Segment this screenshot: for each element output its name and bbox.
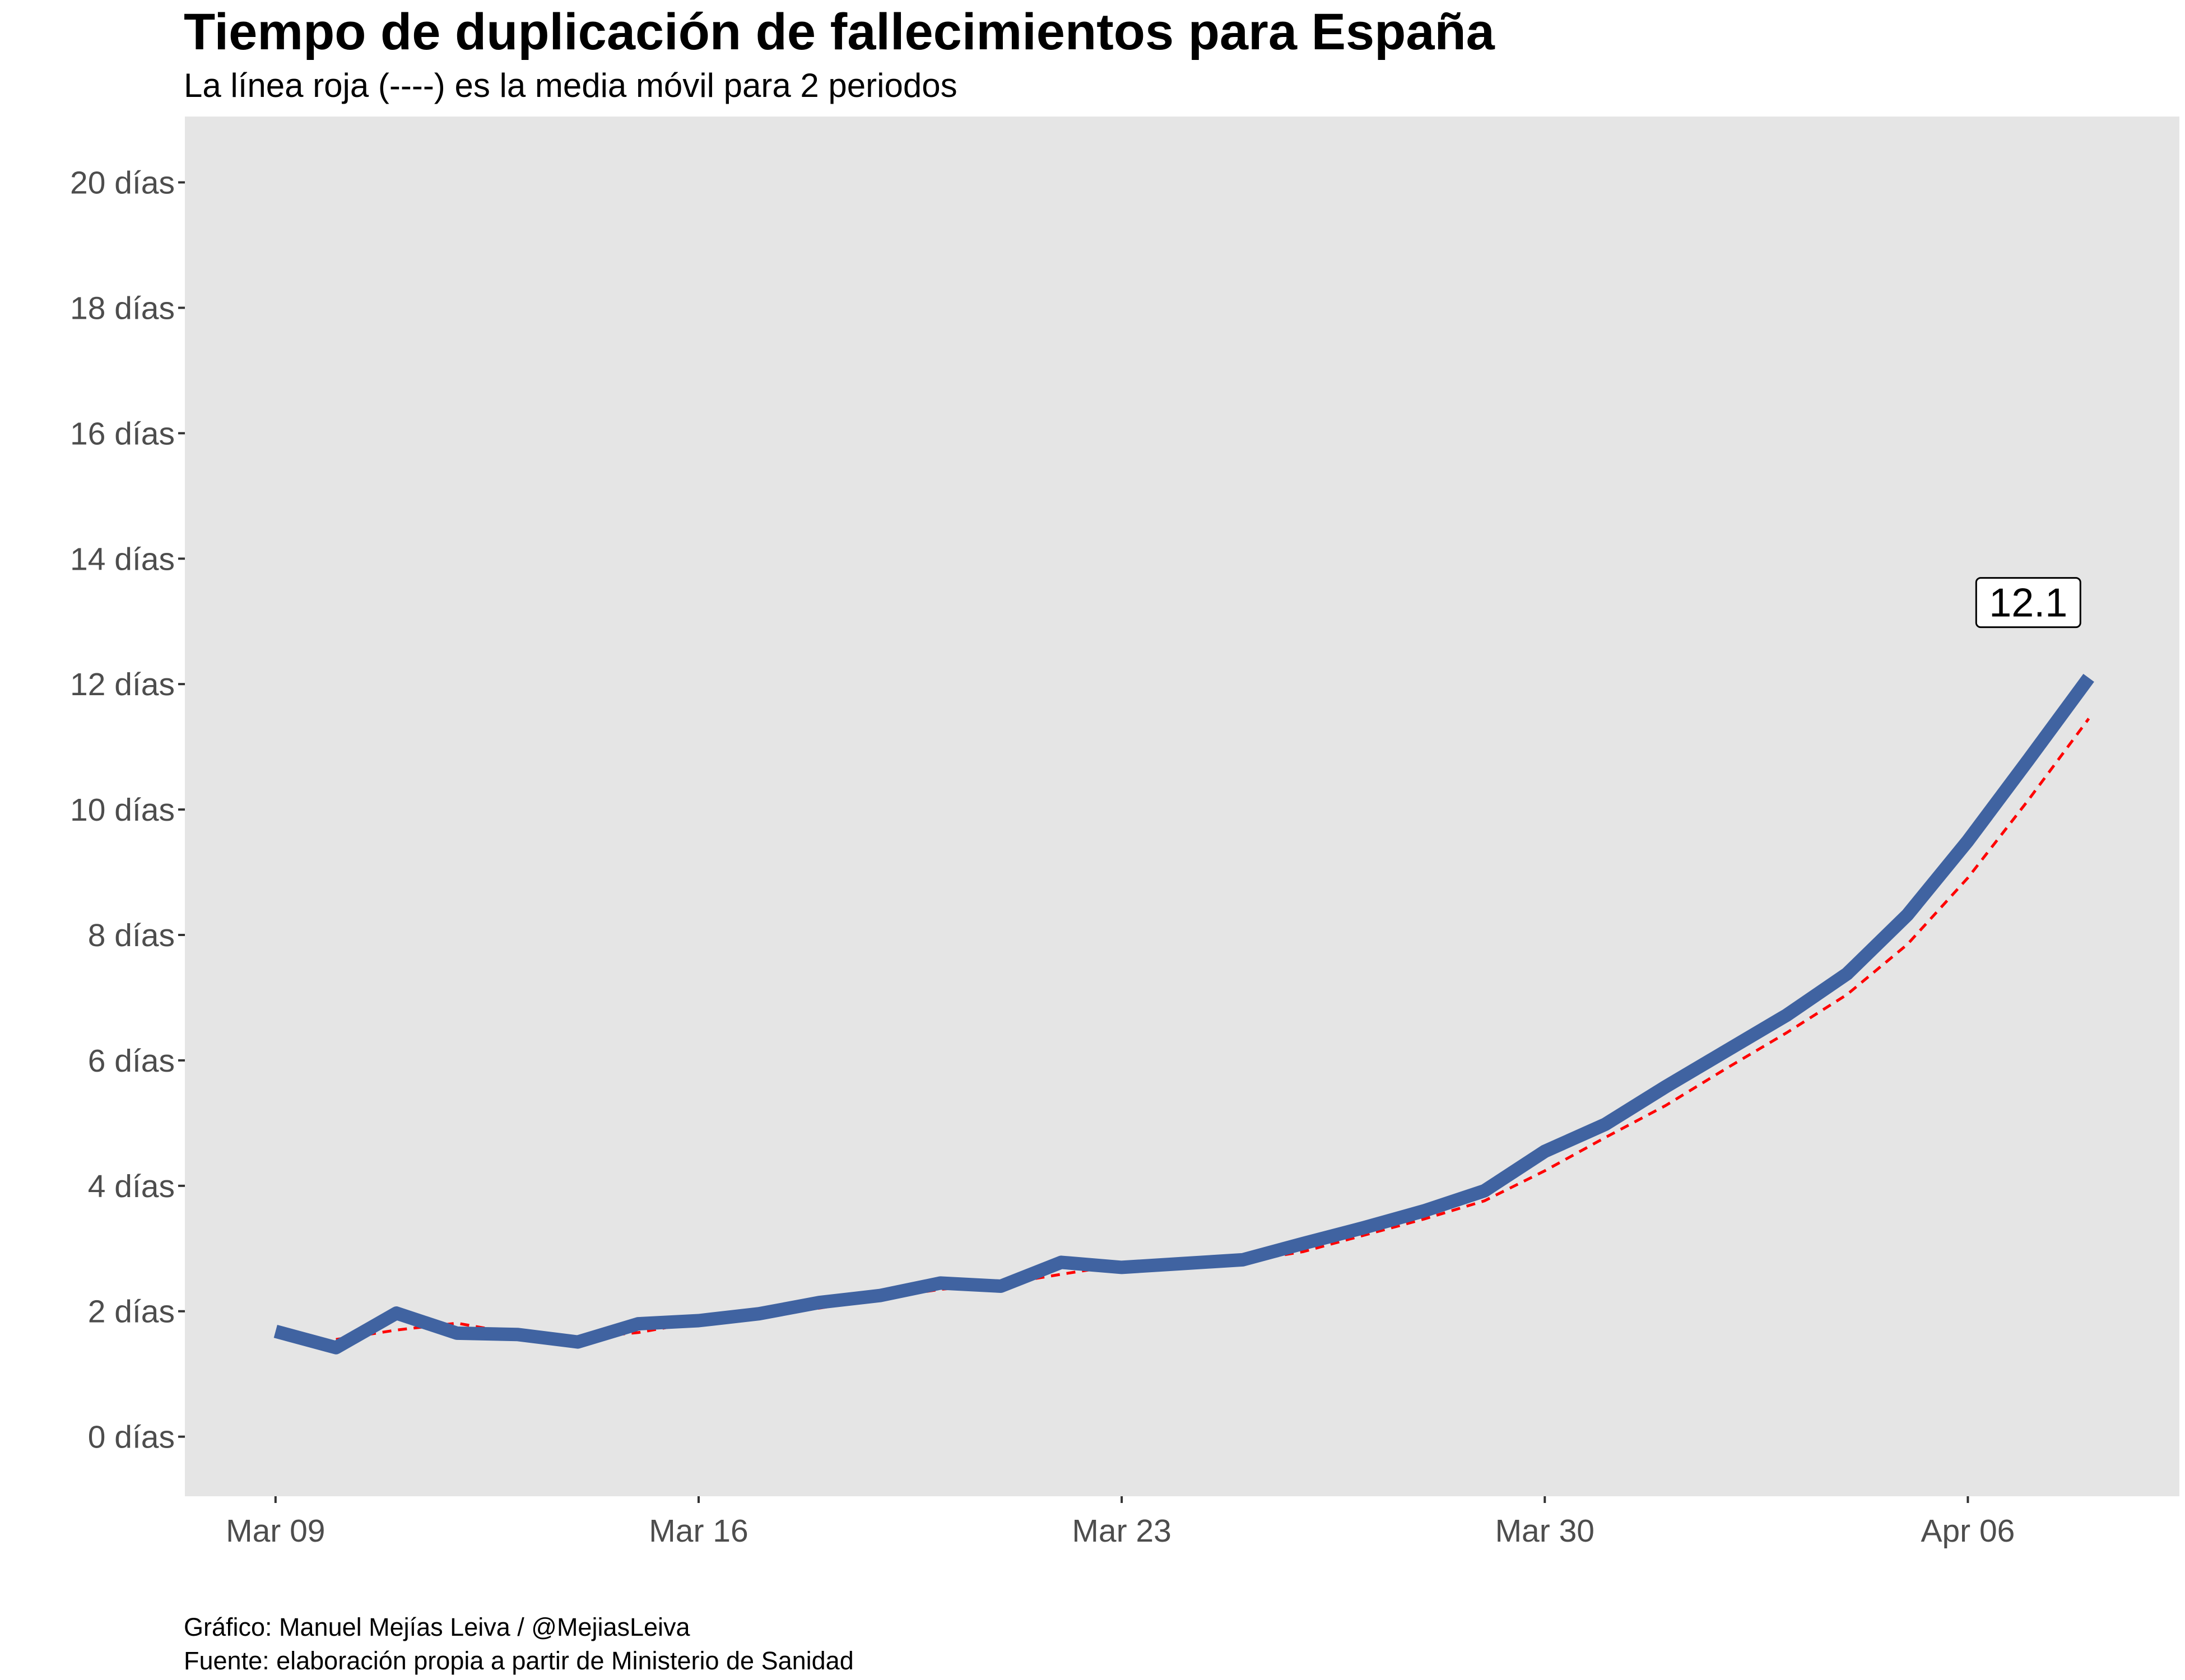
y-axis: 0 días 2 días 4 días 6 días 8 días 10 días 12 …	[70, 165, 185, 1455]
x-tick-label: Mar 16	[649, 1513, 748, 1549]
annotation-text: 12.1	[1989, 581, 2067, 626]
caption-source: Fuente: elaboración propia a partir de M…	[184, 1646, 854, 1675]
plot-panel	[185, 117, 2179, 1496]
caption-credit: Gráfico: Manuel Mejías Leiva / @MejiasLe…	[184, 1613, 691, 1641]
y-tick-label: 0 días	[88, 1420, 175, 1455]
y-tick-label: 14 días	[70, 541, 175, 577]
y-tick-label: 8 días	[88, 918, 175, 953]
series-layer	[273, 673, 2094, 1355]
y-tick-label: 2 días	[88, 1294, 175, 1330]
annotation-box	[1975, 577, 2081, 629]
x-tick-label: Mar 30	[1495, 1513, 1594, 1549]
chart-subtitle: La línea roja (----) es la media móvil p…	[184, 67, 957, 104]
x-axis: Mar 09 Mar 16 Mar 23 Mar 30 Apr 06	[226, 1496, 2015, 1549]
y-tick-label: 20 días	[70, 165, 175, 201]
y-tick-label: 10 días	[70, 792, 175, 828]
y-tick-label: 6 días	[88, 1043, 175, 1079]
annotation-label: 12.1	[1975, 577, 2081, 629]
y-tick-label: 12 días	[70, 667, 175, 702]
doubling-time-line	[273, 673, 2094, 1355]
y-tick-label: 4 días	[88, 1169, 175, 1204]
chart-title: Tiempo de duplicación de fallecimientos …	[184, 3, 1495, 61]
x-tick-label: Mar 23	[1072, 1513, 1171, 1549]
x-tick-label: Mar 09	[226, 1513, 325, 1549]
y-tick-label: 16 días	[70, 416, 175, 452]
x-tick-label: Apr 06	[1921, 1513, 2015, 1549]
y-tick-label: 18 días	[70, 290, 175, 326]
